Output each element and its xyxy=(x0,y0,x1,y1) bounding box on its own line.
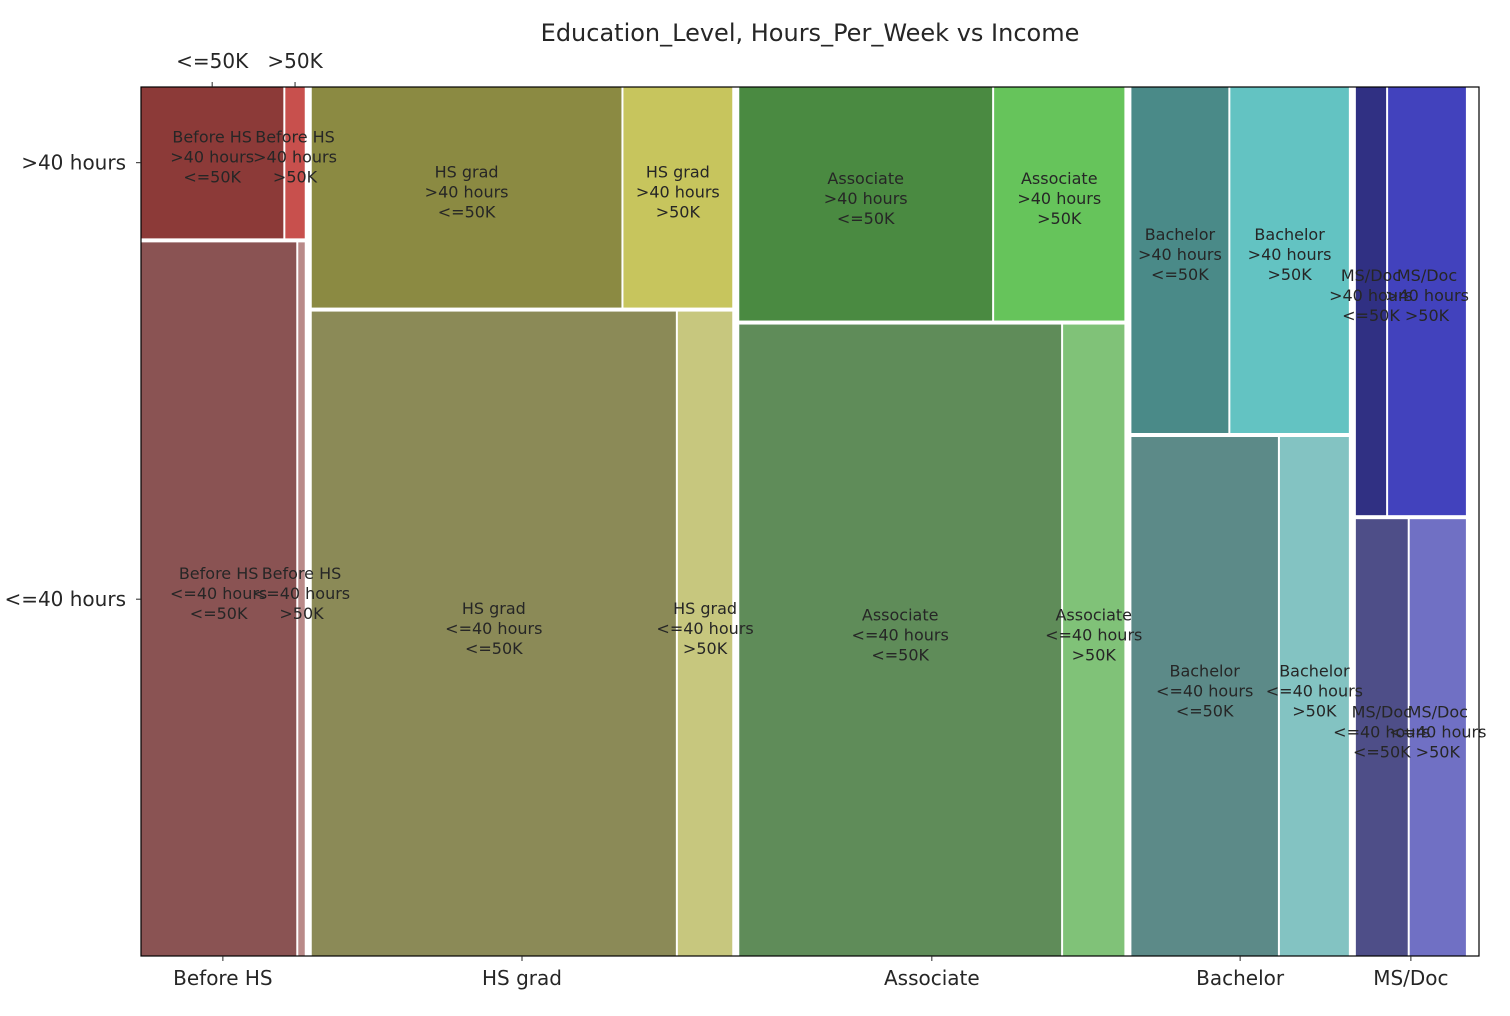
tile-before-hs-le40-hours-gt50k xyxy=(298,242,305,956)
tile-label: Associate <=40 hours >50K xyxy=(1045,605,1142,664)
tile-label: Before HS >40 hours <=50K xyxy=(170,128,254,187)
chart-title: Education_Level, Hours_Per_Week vs Incom… xyxy=(541,19,1080,47)
top-tick-label: >50K xyxy=(267,49,323,73)
x-tick-label: HS grad xyxy=(482,966,562,990)
tile-label: Bachelor <=40 hours <=50K xyxy=(1156,662,1253,721)
mosaic-tiles xyxy=(141,87,1466,956)
tile-bachelor-gt40-hours-le50k xyxy=(1131,87,1229,433)
tile-label: MS/Doc >40 hours <=50K xyxy=(1329,266,1413,325)
tile-label: Before HS <=40 hours <=50K xyxy=(170,564,267,623)
tile-hs-grad-gt40-hours-le50k xyxy=(311,87,622,308)
tile-associate-le40-hours-gt50k xyxy=(1063,324,1125,956)
tile-label: Bachelor >40 hours >50K xyxy=(1248,225,1332,284)
tile-bachelor-gt40-hours-gt50k xyxy=(1230,87,1349,433)
tile-label: Bachelor >40 hours <=50K xyxy=(1138,225,1222,284)
tile-label: MS/Doc <=40 hours <=50K xyxy=(1333,703,1430,762)
tile-label: Before HS >40 hours >50K xyxy=(253,128,337,187)
x-tick-label: Associate xyxy=(884,966,980,990)
axis-ticks: Before HS <=50K >50K HS grad Associate Bachel… xyxy=(4,49,1448,990)
tile-label: HS grad <=40 hours <=50K xyxy=(445,599,542,658)
tile-bachelor-le40-hours-gt50k xyxy=(1279,437,1349,956)
tile-associate-gt40-hours-le50k xyxy=(739,87,993,321)
tile-ms-doc-gt40-hours-gt50k xyxy=(1388,87,1466,516)
tile-label: Associate <=40 hours <=50K xyxy=(852,605,949,664)
x-tick-label: MS/Doc xyxy=(1373,966,1448,990)
tile-hs-grad-le40-hours-gt50k xyxy=(677,311,733,956)
y-tick-label: <=40 hours xyxy=(4,587,126,611)
tile-hs-grad-gt40-hours-gt50k xyxy=(623,87,733,308)
top-tick-label: <=50K xyxy=(176,49,249,73)
tile-ms-doc-gt40-hours-le50k xyxy=(1355,87,1387,516)
tile-ms-doc-le40-hours-le50k xyxy=(1355,519,1408,956)
tile-associate-le40-hours-le50k xyxy=(739,324,1062,956)
x-tick-label: Before HS xyxy=(173,966,272,990)
tile-label: MS/Doc <=40 hours >50K xyxy=(1389,703,1486,762)
tile-hs-grad-le40-hours-le50k xyxy=(311,311,676,956)
tile-label: HS grad >40 hours <=50K xyxy=(425,162,509,221)
tile-before-hs-gt40-hours-le50k xyxy=(141,87,284,239)
tile-before-hs-gt40-hours-gt50k xyxy=(285,87,305,239)
tile-label: MS/Doc >40 hours >50K xyxy=(1385,266,1469,325)
tile-ms-doc-le40-hours-gt50k xyxy=(1409,519,1466,956)
tile-label: HS grad >40 hours >50K xyxy=(636,162,720,221)
tile-before-hs-le40-hours-le50k xyxy=(141,242,297,956)
plot-frame xyxy=(140,86,1480,957)
tile-label: Associate >40 hours >50K xyxy=(1017,169,1101,228)
tile-label: HS grad <=40 hours >50K xyxy=(656,599,753,658)
x-tick-label: Bachelor xyxy=(1196,966,1285,990)
tile-bachelor-le40-hours-le50k xyxy=(1131,437,1278,956)
y-tick-label: >40 hours xyxy=(21,151,126,175)
tile-label: Before HS <=40 hours >50K xyxy=(253,564,350,623)
tile-associate-gt40-hours-gt50k xyxy=(994,87,1125,321)
tile-label: Bachelor <=40 hours >50K xyxy=(1266,662,1363,721)
tile-label: Associate >40 hours <=50K xyxy=(824,169,908,228)
